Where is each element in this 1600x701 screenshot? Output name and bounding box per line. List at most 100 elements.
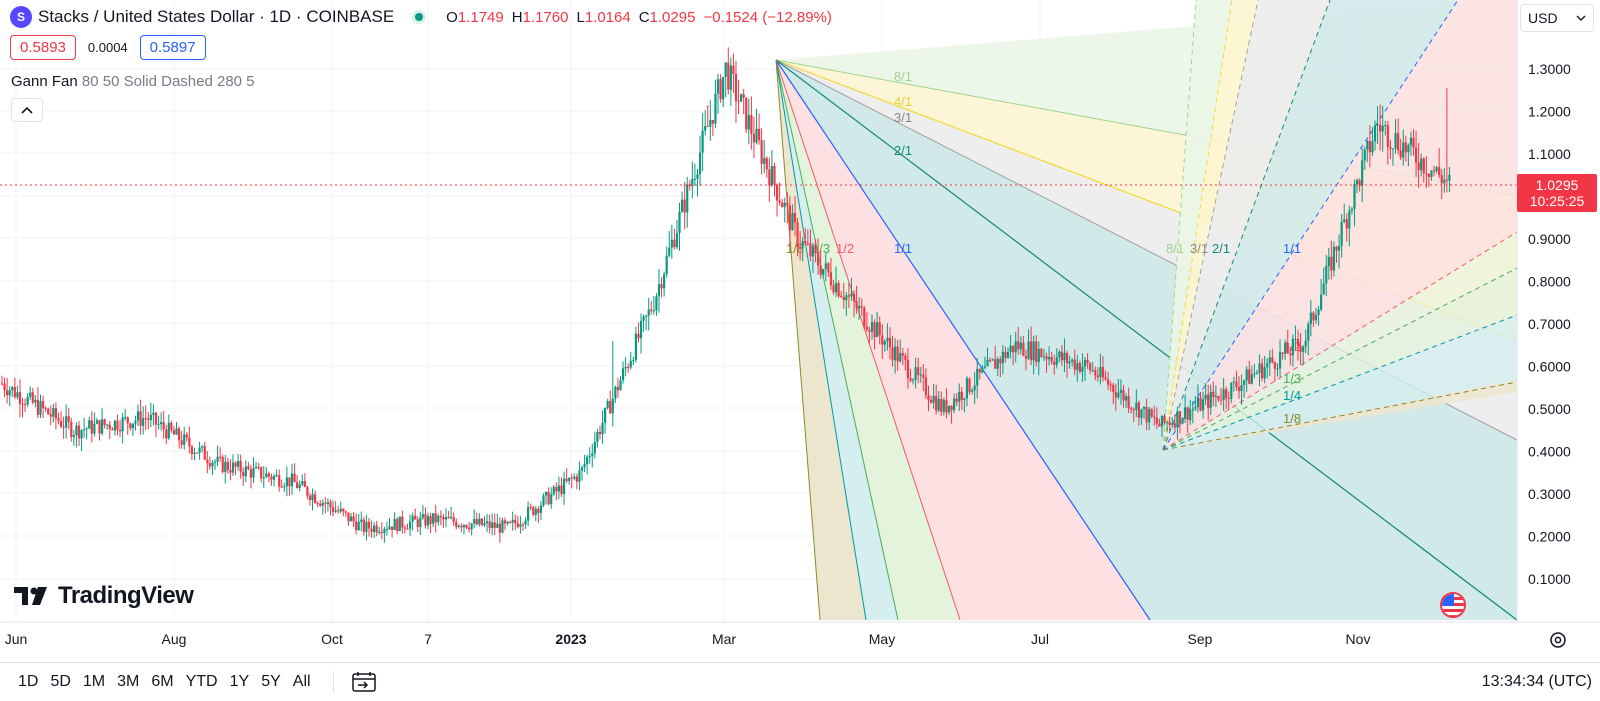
candle-body xyxy=(734,74,738,101)
candle-body xyxy=(896,346,899,362)
candle-body xyxy=(31,392,34,403)
time-axis-tick: Mar xyxy=(712,631,736,647)
candle-body xyxy=(313,494,317,503)
candle-body xyxy=(88,420,91,429)
candle-body xyxy=(303,481,306,487)
candle-body xyxy=(683,199,686,213)
time-axis-tick: Sep xyxy=(1188,631,1213,647)
fan1-label-4-1: 4/1 xyxy=(894,94,912,109)
last-price-value: 1.0295 xyxy=(1535,177,1579,193)
candle-body xyxy=(1330,256,1333,271)
candle-body xyxy=(1389,147,1392,149)
us-flag-icon[interactable] xyxy=(1440,592,1466,618)
utc-clock[interactable]: 13:34:34 (UTC) xyxy=(1481,673,1592,690)
candle-body xyxy=(858,306,861,309)
candle-body xyxy=(1425,173,1428,175)
tradingview-logo[interactable]: TradingView xyxy=(14,582,194,610)
candle-body xyxy=(1291,339,1294,356)
candle-body xyxy=(188,437,191,447)
market-status-icon[interactable] xyxy=(412,10,427,24)
gear-icon[interactable] xyxy=(1547,629,1569,651)
candle-body xyxy=(44,408,47,410)
candle-body xyxy=(706,126,709,128)
currency-selector[interactable]: USD xyxy=(1520,4,1594,32)
sell-button[interactable]: 0.5893 xyxy=(10,35,76,60)
candle-body xyxy=(750,115,753,134)
candle-body xyxy=(1232,381,1235,383)
timeframe-1y[interactable]: 1Y xyxy=(229,673,250,690)
timeframe-6m[interactable]: 6M xyxy=(151,673,174,690)
candle-body xyxy=(103,419,106,426)
candle-body xyxy=(206,459,209,464)
symbol-title[interactable]: Stacks / United States Dollar · 1D · COI… xyxy=(38,7,395,26)
candle-body xyxy=(1027,341,1030,359)
candle-body xyxy=(724,62,727,77)
candle-body xyxy=(1176,411,1179,428)
fan1-label-2-1: 2/1 xyxy=(894,143,912,158)
candle-body xyxy=(72,435,75,437)
candle-body xyxy=(888,337,892,348)
candle-body xyxy=(863,307,866,327)
candle-body xyxy=(329,502,332,507)
timeframe-5d[interactable]: 5D xyxy=(50,673,71,690)
candle-body xyxy=(940,399,943,412)
gann-fan-2[interactable]: 8/1 3/1 2/1 1/1 1/2 1/3 1/4 1/8 xyxy=(1162,0,1518,451)
collapse-legend-button[interactable] xyxy=(11,98,43,122)
candle-body xyxy=(1240,384,1243,392)
candle-body xyxy=(154,412,158,425)
candle-body xyxy=(781,202,784,208)
last-price-label: 1.0295 10:25:25 xyxy=(1517,174,1597,212)
candle-body xyxy=(467,527,471,530)
candle-body xyxy=(1112,384,1115,392)
candle-body xyxy=(509,521,512,523)
candle-body xyxy=(113,420,117,431)
study-legend[interactable]: Gann Fan 80 50 Solid Dashed 280 5 xyxy=(11,73,255,90)
buy-button[interactable]: 0.5897 xyxy=(139,35,206,60)
timeframe-1d[interactable]: 1D xyxy=(18,673,39,690)
candle-body xyxy=(1071,359,1074,362)
timeframe-3m[interactable]: 3M xyxy=(117,673,140,690)
candle-body xyxy=(1366,140,1369,150)
candle-body xyxy=(352,516,355,522)
date-range-icon[interactable] xyxy=(351,671,376,693)
candle-body xyxy=(1127,396,1130,409)
candle-body xyxy=(865,326,868,330)
price-axis-tick: 0.2000 xyxy=(1528,529,1571,545)
price-axis-tick: 0.9000 xyxy=(1528,231,1571,247)
candle-body xyxy=(514,519,517,524)
candle-body xyxy=(778,200,781,203)
symbol-legend[interactable]: S Stacks / United States Dollar · 1D · C… xyxy=(10,6,832,28)
candle-body xyxy=(868,329,871,332)
candle-body xyxy=(198,447,201,453)
candle-body xyxy=(385,529,389,531)
candle-body xyxy=(1130,408,1133,410)
candle-body xyxy=(893,346,897,361)
candle-body xyxy=(390,526,394,530)
timeframe-all[interactable]: All xyxy=(292,673,311,690)
candle-body xyxy=(747,115,750,130)
candle-body xyxy=(62,426,65,428)
candle-body xyxy=(337,510,340,512)
price-axis-tick: 0.4000 xyxy=(1528,444,1571,460)
candle-body xyxy=(106,424,109,426)
candle-body xyxy=(298,484,301,488)
candle-body xyxy=(41,401,45,409)
timeframe-ytd[interactable]: YTD xyxy=(185,673,218,690)
candle-body xyxy=(1109,384,1112,386)
candle-body xyxy=(953,398,956,411)
candle-body xyxy=(1417,162,1420,171)
candle-body xyxy=(59,420,63,427)
candle-body xyxy=(244,466,247,477)
timeframe-1m[interactable]: 1M xyxy=(82,673,106,690)
candle-body xyxy=(475,519,478,525)
timeframe-5y[interactable]: 5Y xyxy=(261,673,281,690)
candle-body xyxy=(429,516,432,524)
gann-fan-1[interactable]: 8/1 4/1 3/1 2/1 1/1 1/2 1/3 1/8 xyxy=(775,0,1518,621)
candle-body xyxy=(1194,407,1197,409)
candle-body xyxy=(1199,397,1202,411)
candle-body xyxy=(280,486,283,488)
candle-body xyxy=(1230,382,1233,399)
candle-body xyxy=(1448,174,1451,181)
candle-body xyxy=(765,158,768,170)
